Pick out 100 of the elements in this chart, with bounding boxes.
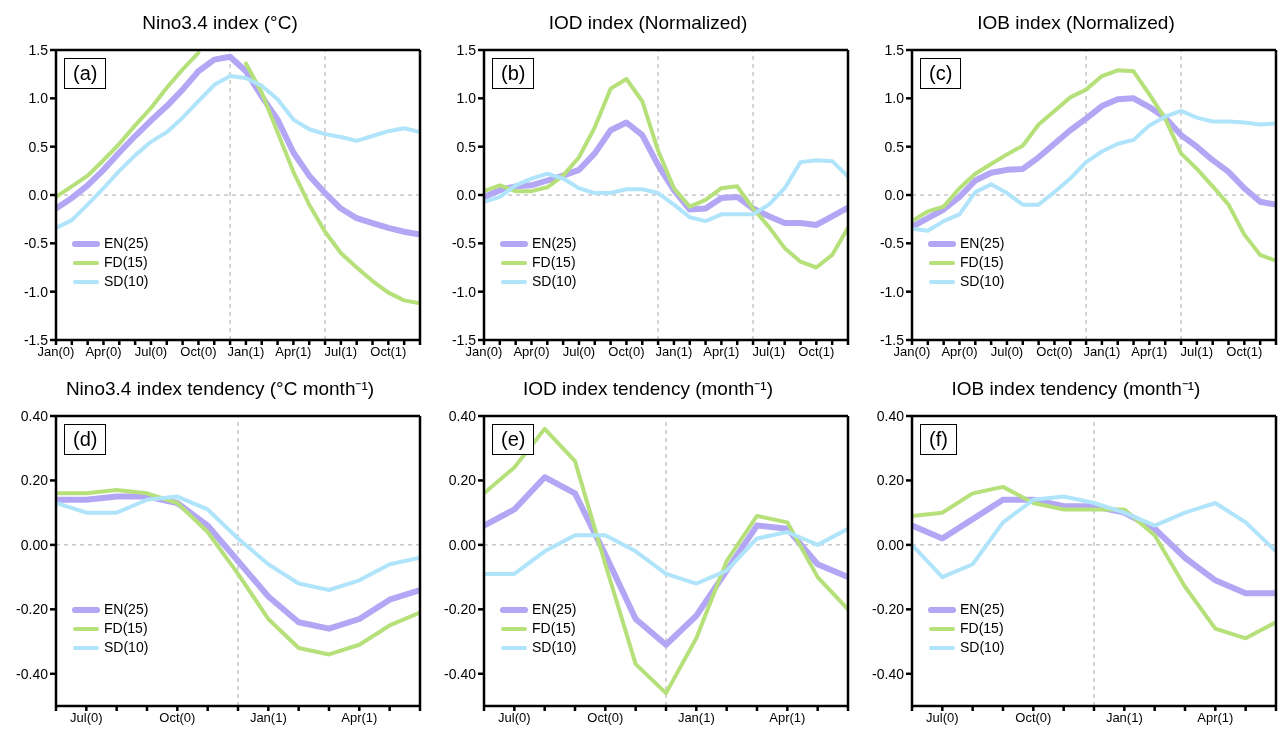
y-tick-label: -1.0 bbox=[23, 283, 49, 300]
annotation: (f) bbox=[920, 424, 957, 455]
legend-label: EN(25) bbox=[532, 235, 577, 252]
x-tick-label: Oct(1) bbox=[798, 344, 835, 360]
y-tick-label: 1.0 bbox=[456, 90, 477, 107]
y-tick-label: -0.20 bbox=[444, 601, 477, 618]
x-tick-label: Oct(1) bbox=[1226, 344, 1263, 360]
y-tick-label: 0.00 bbox=[20, 536, 49, 553]
x-tick-label: Jul(0) bbox=[562, 344, 596, 360]
y-tick-label: 1.5 bbox=[28, 41, 49, 58]
y-tick-label: 0.5 bbox=[456, 138, 477, 155]
line-series bbox=[484, 426, 848, 696]
annotation: (c) bbox=[920, 58, 962, 89]
y-tick-label: 0.40 bbox=[20, 407, 49, 424]
line-series bbox=[484, 158, 848, 224]
x-tick-label: Jul(1) bbox=[1180, 344, 1214, 360]
legend-label: EN(25) bbox=[960, 601, 1005, 618]
x-tick-label: Oct(1) bbox=[370, 344, 407, 360]
y-tick-label: -0.20 bbox=[872, 601, 905, 618]
y-tick-label: -0.40 bbox=[444, 665, 477, 682]
x-tick-label: Jul(0) bbox=[70, 710, 103, 726]
x-tick-label: Oct(0) bbox=[1015, 710, 1052, 726]
annotation: (b) bbox=[492, 58, 535, 89]
x-tick-label: Jan(1) bbox=[1083, 344, 1121, 360]
chart-title: Nino3.4 index tendency (°C month⁻¹) bbox=[64, 377, 376, 401]
chart-title: IOD index (Normalized) bbox=[547, 11, 749, 35]
x-tick-label: Jul(1) bbox=[752, 344, 786, 360]
y-tick-label: -0.40 bbox=[16, 665, 49, 682]
y-tick-label: 0.5 bbox=[884, 138, 905, 155]
y-tick-label: -0.5 bbox=[879, 235, 905, 252]
line-series bbox=[56, 488, 420, 657]
legend-label: FD(15) bbox=[960, 620, 1004, 637]
y-tick-label: 0.00 bbox=[876, 536, 905, 553]
y-tick-label: -0.5 bbox=[451, 235, 477, 252]
legend-label: EN(25) bbox=[104, 235, 149, 252]
x-tick-label: Jan(1) bbox=[227, 344, 265, 360]
y-tick-label: 0.00 bbox=[448, 536, 477, 553]
y-tick-label: -1.0 bbox=[451, 283, 477, 300]
x-tick-label: Jul(1) bbox=[324, 344, 358, 360]
y-tick-label: -1.0 bbox=[879, 283, 905, 300]
y-tick-label: 0.20 bbox=[20, 472, 49, 489]
x-tick-label: Apr(0) bbox=[85, 344, 122, 360]
x-tick-label: Apr(1) bbox=[341, 710, 378, 726]
legend-label: FD(15) bbox=[532, 620, 576, 637]
x-tick-label: Apr(1) bbox=[769, 710, 806, 726]
x-tick-label: Oct(0) bbox=[159, 710, 196, 726]
legend-label: FD(15) bbox=[532, 254, 576, 271]
x-tick-label: Oct(0) bbox=[1036, 344, 1073, 360]
x-tick-label: Apr(1) bbox=[703, 344, 740, 360]
line-series bbox=[912, 484, 1276, 641]
y-tick-label: 0.40 bbox=[876, 407, 905, 424]
legend-label: FD(15) bbox=[104, 620, 148, 637]
y-tick-label: 0.40 bbox=[448, 407, 477, 424]
legend-label: EN(25) bbox=[960, 235, 1005, 252]
legend-label: SD(10) bbox=[960, 273, 1005, 290]
x-tick-label: Jul(0) bbox=[498, 710, 531, 726]
x-tick-label: Apr(0) bbox=[941, 344, 978, 360]
y-tick-label: 0.20 bbox=[448, 472, 477, 489]
annotation: (a) bbox=[64, 58, 107, 89]
y-tick-label: 0.0 bbox=[28, 186, 49, 203]
x-tick-label: Apr(1) bbox=[1197, 710, 1234, 726]
x-tick-label: Jan(1) bbox=[677, 710, 715, 726]
y-tick-label: -0.5 bbox=[23, 235, 49, 252]
chart-title: IOB index (Normalized) bbox=[976, 11, 1176, 35]
y-tick-label: 0.0 bbox=[456, 186, 477, 203]
x-tick-label: Oct(0) bbox=[180, 344, 217, 360]
y-tick-label: -0.20 bbox=[16, 601, 49, 618]
x-tick-label: Jan(1) bbox=[655, 344, 693, 360]
x-tick-label: Oct(0) bbox=[608, 344, 645, 360]
y-tick-label: 1.5 bbox=[884, 41, 905, 58]
legend-label: FD(15) bbox=[104, 254, 148, 271]
legend-label: EN(25) bbox=[532, 601, 577, 618]
x-tick-label: Jan(1) bbox=[249, 710, 287, 726]
y-tick-label: -0.40 bbox=[872, 665, 905, 682]
legend-label: EN(25) bbox=[104, 601, 149, 618]
chart-title: Nino3.4 index (°C) bbox=[141, 11, 299, 35]
legend-label: SD(10) bbox=[532, 273, 577, 290]
legend-label: SD(10) bbox=[104, 273, 149, 290]
legend-label: SD(10) bbox=[532, 639, 577, 656]
y-tick-label: 1.0 bbox=[28, 90, 49, 107]
line-series bbox=[56, 494, 420, 592]
annotation: (d) bbox=[64, 424, 107, 455]
x-tick-label: Jan(1) bbox=[1105, 710, 1143, 726]
x-tick-label: Apr(0) bbox=[513, 344, 550, 360]
x-tick-label: Oct(0) bbox=[587, 710, 624, 726]
x-tick-label: Apr(1) bbox=[1131, 344, 1168, 360]
y-tick-label: 0.0 bbox=[884, 186, 905, 203]
x-tick-label: Apr(1) bbox=[275, 344, 312, 360]
y-tick-label: 1.5 bbox=[456, 41, 477, 58]
y-tick-label: 1.0 bbox=[884, 90, 905, 107]
legend-label: SD(10) bbox=[104, 639, 149, 656]
legend-label: FD(15) bbox=[960, 254, 1004, 271]
annotation: (e) bbox=[492, 424, 535, 455]
line-series bbox=[484, 526, 848, 586]
legend-label: SD(10) bbox=[960, 639, 1005, 656]
x-tick-label: Jul(0) bbox=[134, 344, 168, 360]
y-tick-label: 0.5 bbox=[28, 138, 49, 155]
chart-title: IOD index tendency (month⁻¹) bbox=[522, 377, 774, 401]
x-tick-label: Jul(0) bbox=[990, 344, 1024, 360]
x-tick-label: Jul(0) bbox=[926, 710, 959, 726]
